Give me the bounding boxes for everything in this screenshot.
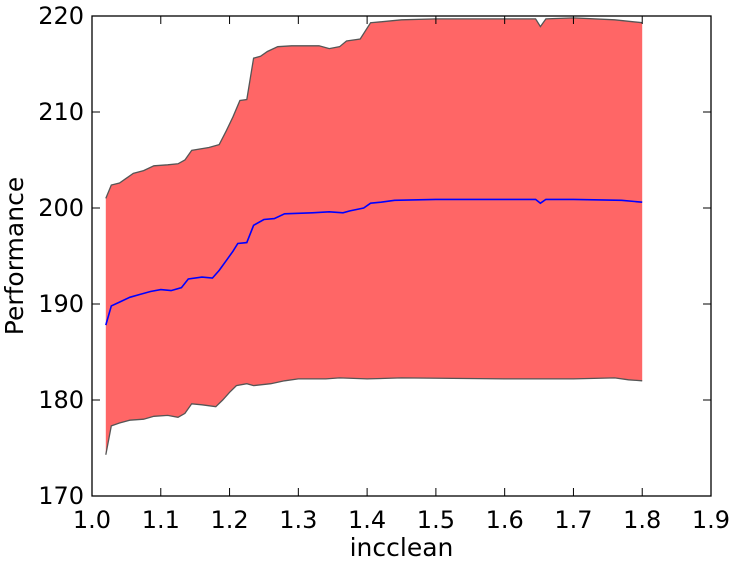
x-tick-label: 1.3 (279, 506, 317, 534)
y-tick-label: 190 (38, 290, 84, 318)
y-tick-label: 220 (38, 2, 84, 30)
y-tick-label: 170 (38, 482, 84, 510)
mean-line (105, 198, 643, 326)
y-axis-label: Performance (0, 177, 29, 335)
y-tick-label: 200 (38, 194, 84, 222)
x-tick-label: 1.8 (623, 506, 661, 534)
lower-bound-line (105, 377, 643, 455)
confidence-band (105, 17, 643, 455)
y-tick-label: 180 (38, 386, 84, 414)
x-tick-label: 1.6 (486, 506, 524, 534)
axes-frame (91, 15, 712, 497)
tick-labels: 1.0 1.1 1.2 1.3 1.4 1.5 1.6 1.7 1.8 1.9 170 180 190 2… (38, 2, 730, 534)
x-tick-label: 1.4 (348, 506, 386, 534)
x-tick-label: 1.0 (73, 506, 111, 534)
x-tick-label: 1.7 (554, 506, 592, 534)
x-axis-label: incclean (350, 533, 454, 562)
x-tick-label: 1.5 (417, 506, 455, 534)
x-tick-label: 1.9 (692, 506, 730, 534)
upper-bound-line (105, 17, 643, 199)
ticks (91, 15, 712, 497)
y-tick-label: 210 (38, 98, 84, 126)
x-tick-label: 1.1 (142, 506, 180, 534)
x-tick-label: 1.2 (210, 506, 248, 534)
plot-area (105, 17, 643, 455)
